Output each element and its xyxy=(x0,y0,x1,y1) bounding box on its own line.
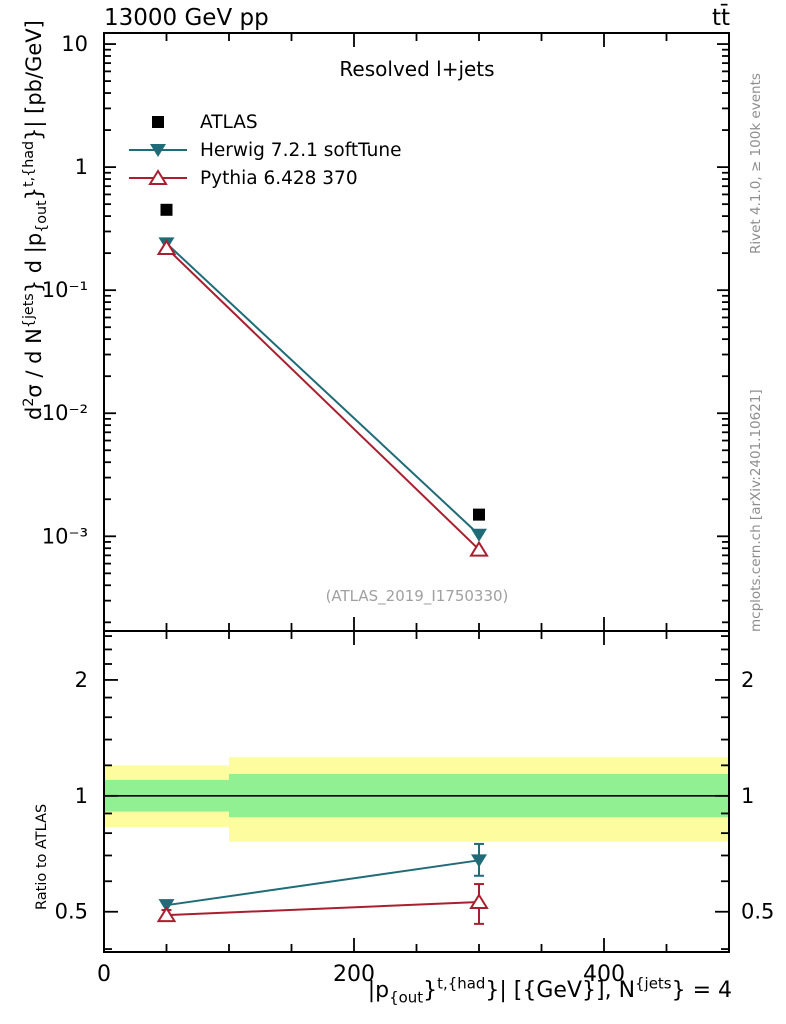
series-line xyxy=(166,859,480,907)
beam-energy-title: 13000 GeV pp xyxy=(104,5,269,31)
uncertainty-bands xyxy=(104,757,729,842)
data-point-square xyxy=(473,508,485,521)
legend-label: Herwig 7.2.1 softTune xyxy=(200,139,402,161)
axis-title-text: } xyxy=(22,187,46,201)
axis-title-sub: {out xyxy=(389,988,424,1007)
series-atlas xyxy=(160,203,485,521)
data-point-triangle-up-open xyxy=(469,540,489,557)
series-pythia-6.428-370 xyxy=(156,883,489,925)
series-line xyxy=(165,242,480,536)
tick-label: 0.5 xyxy=(55,900,88,924)
tick-label: 0.5 xyxy=(741,900,774,924)
axis-title-text: } xyxy=(423,978,438,1003)
series-pythia-6.428-370 xyxy=(156,239,489,557)
analysis-id-watermark: (ATLAS_2019_I1750330) xyxy=(325,587,509,605)
rivet-version-note: Rivet 4.1.0, ≥ 100k events xyxy=(748,73,764,254)
header-row: 13000 GeV pp tt̄ xyxy=(104,5,730,31)
tick-label: 10⁻¹ xyxy=(42,278,88,302)
tick-label: 2 xyxy=(741,668,754,692)
data-point-triangle-up-open xyxy=(156,239,177,256)
series-line xyxy=(166,900,480,917)
axis-title-text: }| [{GeV}], N xyxy=(485,978,636,1003)
data-point-square xyxy=(152,116,164,128)
legend: ATLAS Herwig 7.2.1 softTune Pythia 6.428 3… xyxy=(126,108,401,192)
legend-item: Pythia 6.428 370 xyxy=(126,164,401,192)
tick-label: 10 xyxy=(61,32,88,56)
tick-label: 1 xyxy=(75,155,88,179)
axis-title-sup: {jets xyxy=(635,974,672,993)
tick-label: 200 xyxy=(333,962,375,987)
tick-label: 2 xyxy=(75,668,88,692)
legend-item: Herwig 7.2.1 softTune xyxy=(126,136,401,164)
analysis-channel-title: Resolved l+jets xyxy=(339,57,495,81)
tick-label: 0 xyxy=(97,962,111,987)
data-point-triangle-down xyxy=(158,899,175,913)
axis-title-sup: {jets xyxy=(21,293,37,329)
axis-ticks xyxy=(103,33,730,952)
data-point-triangle-up-open xyxy=(148,169,168,185)
series-line xyxy=(165,247,480,551)
axis-title-sup: 2 xyxy=(21,397,37,407)
series-herwig-7.2.1-softtune xyxy=(158,237,487,542)
legend-label: ATLAS xyxy=(200,111,258,133)
ratio-y-axis-title: Ratio to ATLAS xyxy=(34,803,50,910)
data-point-triangle-down xyxy=(471,528,487,542)
legend-item: ATLAS xyxy=(126,108,401,136)
data-point-triangle-up-open xyxy=(469,893,489,909)
axis-title-text: }| [pb/GeV] xyxy=(22,20,46,141)
tick-label: 1 xyxy=(75,784,88,808)
axis-title-text: } d |p xyxy=(22,232,46,294)
mcplots-arxiv-note: mcplots.cern.ch [arXiv:2401.10621] xyxy=(748,389,764,632)
tick-label: 1 xyxy=(741,784,754,808)
process-title: tt̄ xyxy=(711,5,730,31)
series-herwig-7.2.1-softtune xyxy=(158,842,487,913)
legend-marker-triangle-down xyxy=(129,144,187,157)
axis-title-sup: t,{had xyxy=(437,974,486,993)
tick-label: 10⁻³ xyxy=(42,524,88,548)
legend-label: Pythia 6.428 370 xyxy=(200,167,358,189)
tick-label: 10⁻² xyxy=(42,401,88,425)
legend-marker-triangle-up-open xyxy=(129,169,187,185)
legend-marker-square xyxy=(152,116,164,128)
axis-title-text: σ / d N xyxy=(22,328,46,398)
tick-labels: 10 1 10⁻¹ 10⁻² 10⁻³ 0.5 0.5 1 1 2 2 0 200 400 xyxy=(42,32,775,987)
data-point-triangle-down xyxy=(471,854,487,868)
axis-title-text: } = 4 xyxy=(671,978,732,1003)
axis-title-text: d xyxy=(22,406,46,420)
y-axis-title: d2σ / d N{jets} d |p{out}t,{had}| [pb/Ge… xyxy=(21,20,50,420)
data-point-triangle-down xyxy=(150,144,166,157)
data-point-square xyxy=(160,203,173,216)
tick-label: 400 xyxy=(583,962,625,987)
data-point-triangle-up-open xyxy=(156,906,177,923)
axis-title-sub: {out xyxy=(34,200,51,233)
x-axis-title: |p{out}t,{had}| [{GeV}], N{jets} = 4 xyxy=(104,976,732,1006)
axis-title-sup: t,{had xyxy=(21,140,37,187)
axis-title-text: |p xyxy=(367,978,390,1003)
